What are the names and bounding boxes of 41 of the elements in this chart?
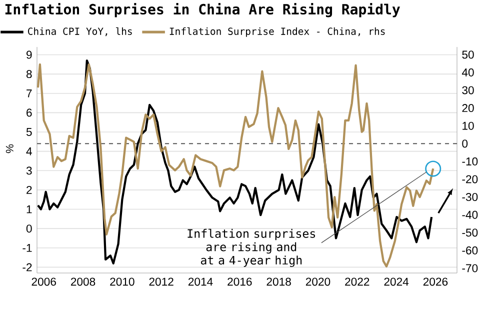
y2-tick-label: 40 (462, 68, 474, 76)
x-tick-label: 2014 (188, 278, 213, 286)
y2-tick-label: 10 (462, 122, 474, 130)
x-tick-label: 2018 (266, 278, 291, 286)
y2-tick-label: -20 (462, 175, 478, 184)
y-axis-title: % (6, 144, 14, 154)
x-tick-label: 2016 (228, 278, 252, 286)
y-tick-label: 4 (26, 147, 32, 156)
y2-tick-label: 50 (462, 50, 474, 59)
y2-tick-label: -40 (462, 210, 478, 219)
y2-tick-label: 0 (462, 140, 468, 148)
y-tick-label: 2 (26, 186, 32, 194)
y2-tick-label: -60 (462, 246, 478, 254)
y2-tick-label: -30 (462, 193, 478, 202)
x-tick-label: 2020 (306, 278, 330, 286)
legend-label: Inflation Surprise Index - China, rhs (170, 27, 385, 37)
y-tick-label: 6 (26, 108, 32, 117)
y-tick-label: -1 (22, 244, 32, 252)
y-tick-label: 5 (26, 128, 32, 136)
y2-tick-label: -10 (462, 157, 478, 166)
x-tick-label: 2006 (32, 278, 56, 286)
x-tick-label: 2010 (110, 278, 134, 286)
y-tick-label: -2 (22, 263, 32, 272)
y2-tick-label: -50 (462, 228, 478, 237)
y-tick-label: 3 (26, 166, 32, 175)
legend-label: China CPI YoY, lhs (28, 27, 132, 36)
y-tick-label: 7 (26, 89, 32, 98)
chart-title: Inflation Surprises in China Are Rising Rapidly (5, 2, 400, 18)
y2-tick-label: 20 (462, 104, 474, 112)
x-tick-label: 2022 (345, 278, 370, 286)
y-tick-label: 1 (26, 205, 32, 214)
y2-tick-label: 30 (462, 86, 474, 94)
y-tick-label: 8 (26, 70, 32, 78)
x-tick-label: 2024 (384, 278, 409, 286)
annotation: Inflation surprises are rising and at a 4-year high (188, 228, 316, 267)
y-tick-label: 9 (26, 50, 32, 59)
x-tick-label: 2008 (70, 278, 96, 286)
y-tick-label: 0 (26, 224, 32, 233)
x-tick-label: 2026 (423, 278, 448, 286)
y2-tick-label: -70 (462, 264, 478, 272)
x-tick-label: 2012 (149, 278, 174, 286)
